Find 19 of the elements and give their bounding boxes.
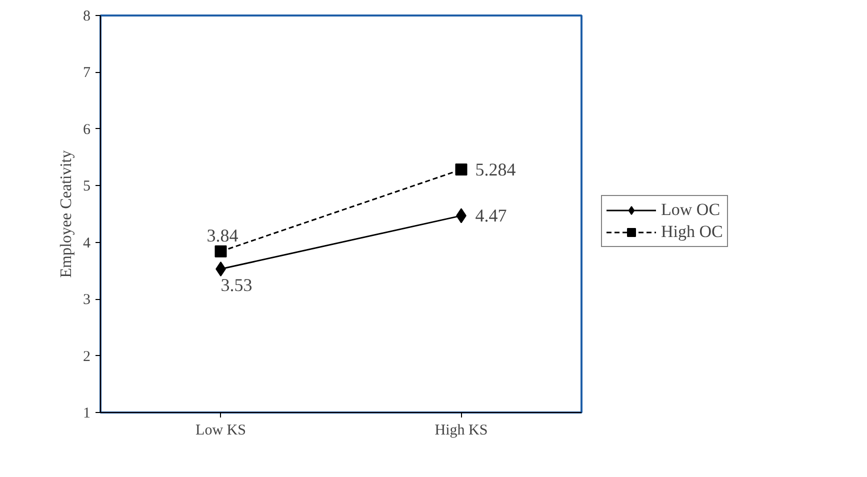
y-tick-label: 8	[83, 8, 90, 24]
y-axis-title: Employee Ceativity	[58, 150, 75, 278]
y-tick-label: 4	[83, 235, 91, 252]
y-tick-label: 6	[83, 122, 91, 138]
data-label: 3.53	[220, 275, 252, 296]
y-tick-label: 7	[83, 65, 91, 82]
data-label: 4.47	[475, 206, 507, 226]
x-tick-label: High KS	[434, 422, 488, 438]
data-label: 5.284	[475, 160, 516, 180]
data-label: 3.84	[206, 225, 238, 246]
x-tick-label: Low KS	[196, 422, 246, 438]
y-tick-label: 5	[83, 178, 90, 195]
point	[214, 245, 227, 258]
y-tick-label: 1	[83, 406, 90, 422]
legend-label: Low OC	[661, 200, 720, 220]
point	[455, 164, 468, 176]
legend-label: High OC	[661, 222, 723, 242]
y-tick-label: 3	[83, 292, 90, 308]
y-tick-label: 2	[83, 348, 90, 365]
